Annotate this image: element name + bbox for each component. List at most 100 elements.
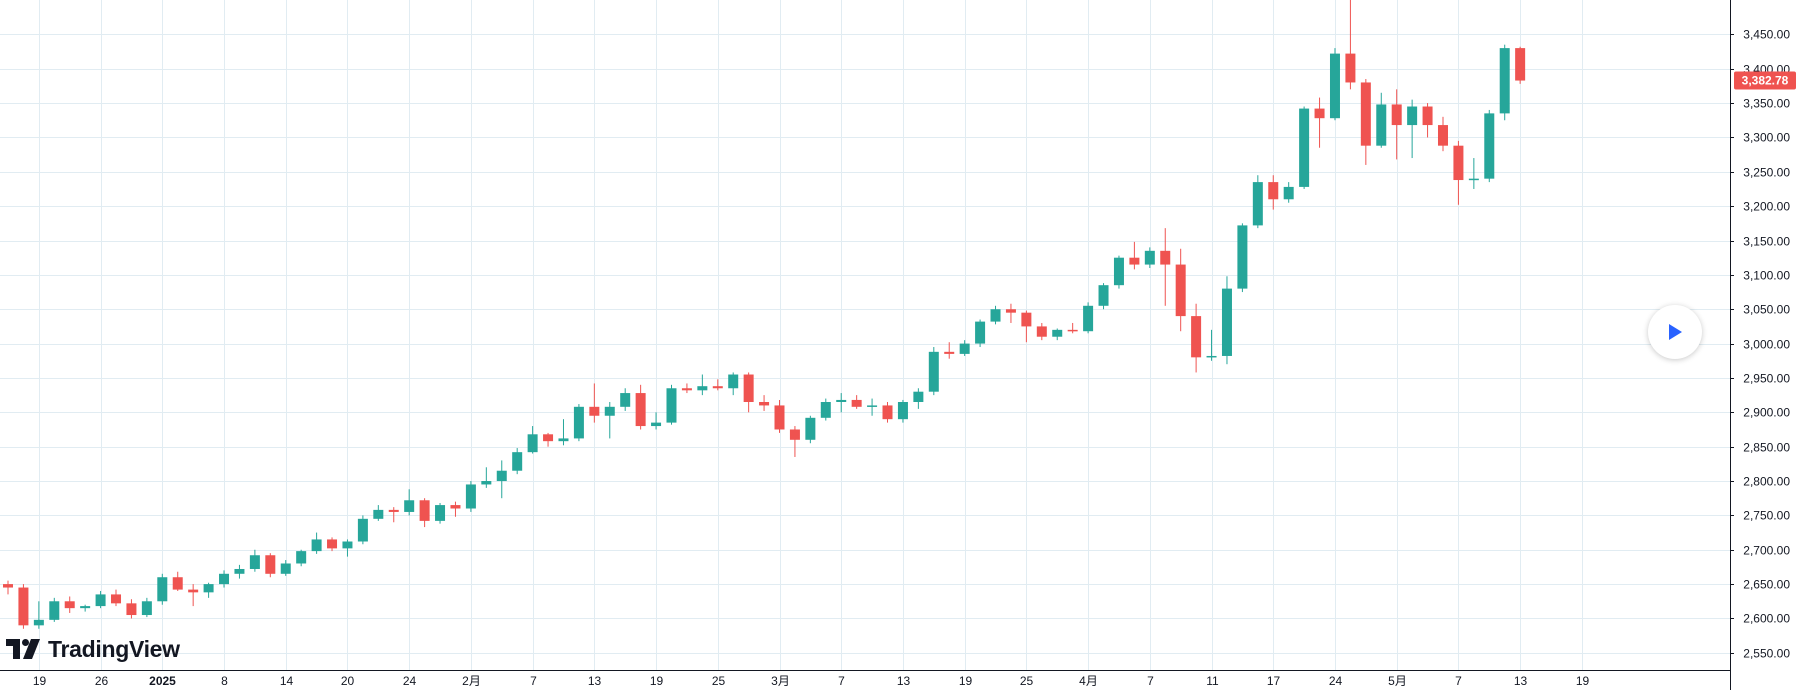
candle	[465, 481, 476, 512]
candle-body	[697, 386, 708, 391]
candle	[805, 415, 816, 444]
candle	[265, 553, 276, 578]
candle	[1021, 310, 1032, 343]
candle	[419, 498, 430, 528]
candle-body	[1268, 182, 1279, 200]
candle-body	[1237, 225, 1248, 289]
candle	[1113, 255, 1124, 289]
candle	[1206, 329, 1217, 361]
candle	[311, 532, 322, 554]
candle-body	[712, 386, 723, 389]
price-tick-label: 2,900.00	[1743, 406, 1790, 420]
price-axis[interactable]: 2,550.00 2,600.00 2,650.00 2,700.00 2,750.00…	[1730, 28, 1790, 661]
candle-body	[18, 587, 29, 626]
candle	[635, 384, 646, 430]
candle	[820, 398, 831, 421]
candle-body	[188, 589, 199, 593]
candle	[851, 395, 862, 409]
candle-body	[759, 402, 770, 406]
candle-body	[543, 434, 554, 442]
candle-body	[743, 374, 754, 402]
candle-body	[1191, 316, 1202, 358]
candle-body	[1299, 108, 1310, 187]
candle-body	[604, 406, 615, 416]
candle-body	[1515, 48, 1526, 81]
play-button[interactable]	[1648, 305, 1702, 359]
candle-body	[897, 402, 908, 420]
candle	[1499, 44, 1510, 121]
price-tick-label: 3,450.00	[1743, 28, 1790, 42]
price-tick-label: 2,700.00	[1743, 544, 1790, 558]
candle-body	[1329, 53, 1340, 119]
candle-body	[404, 500, 415, 512]
price-tick-label: 3,050.00	[1743, 303, 1790, 317]
time-tick-label: 2025	[149, 674, 176, 688]
candle-body	[1376, 104, 1387, 146]
candle-body	[666, 388, 677, 423]
tradingview-logo[interactable]: TradingView	[6, 634, 180, 664]
price-tick-label: 3,350.00	[1743, 97, 1790, 111]
candle-body	[635, 393, 646, 427]
last-price-box	[1734, 71, 1796, 90]
candle	[172, 571, 183, 591]
candle-body	[465, 484, 476, 509]
candle	[573, 404, 584, 442]
candle-body	[342, 541, 353, 549]
candle-body	[975, 321, 986, 344]
candle-body	[111, 594, 122, 604]
candle	[111, 589, 122, 607]
candle	[141, 597, 152, 618]
time-tick-label: 7	[1147, 674, 1154, 688]
candle	[49, 597, 60, 622]
candle	[1360, 79, 1371, 165]
candle	[1484, 109, 1495, 183]
candle	[1237, 223, 1248, 293]
candle	[1252, 175, 1263, 229]
candle-body	[450, 505, 461, 509]
time-tick-label: 13	[588, 674, 602, 688]
candle	[589, 383, 600, 423]
candle	[759, 395, 770, 411]
candle-body	[512, 452, 523, 471]
price-tick-label: 2,850.00	[1743, 441, 1790, 455]
time-axis[interactable]: 19 26 2025 8 14 20 24 2月 7 13 19 25 3月 7 13 19 25 4月 7 11 17…	[33, 674, 1590, 688]
time-tick-label: 4月	[1079, 674, 1098, 688]
candle-body	[882, 405, 893, 420]
candle	[728, 372, 739, 396]
candle-body	[373, 509, 384, 519]
candle	[1515, 46, 1526, 84]
candle-body	[435, 505, 446, 521]
candle-body	[851, 399, 862, 407]
candle	[1345, 0, 1356, 90]
candle-body	[1098, 285, 1109, 306]
price-tick-label: 3,250.00	[1743, 166, 1790, 180]
time-tick-label: 5月	[1388, 674, 1407, 688]
candle-body	[620, 393, 631, 407]
candle-body	[419, 500, 430, 521]
candle-body	[80, 606, 91, 609]
candle-body	[1129, 257, 1140, 265]
time-tick-label: 3月	[771, 674, 790, 688]
candle	[481, 467, 492, 488]
candle	[1221, 276, 1232, 365]
candle	[157, 573, 168, 605]
candle	[712, 379, 723, 391]
candle	[1129, 241, 1140, 270]
last-price-label: 3,382.78	[1742, 74, 1789, 88]
candle-body	[805, 417, 816, 440]
candle	[604, 402, 615, 439]
candle	[558, 419, 569, 446]
brand-name: TradingView	[48, 635, 180, 662]
candle	[1036, 322, 1047, 341]
candle-body	[913, 391, 924, 402]
price-tick-label: 3,200.00	[1743, 200, 1790, 214]
candle-body	[944, 351, 955, 354]
candle	[774, 399, 785, 433]
candle-body	[296, 551, 307, 564]
candle-body	[1067, 329, 1078, 332]
time-tick-label: 25	[712, 674, 726, 688]
candle-body	[357, 518, 368, 542]
time-tick-label: 11	[1206, 674, 1219, 688]
candle	[450, 501, 461, 517]
